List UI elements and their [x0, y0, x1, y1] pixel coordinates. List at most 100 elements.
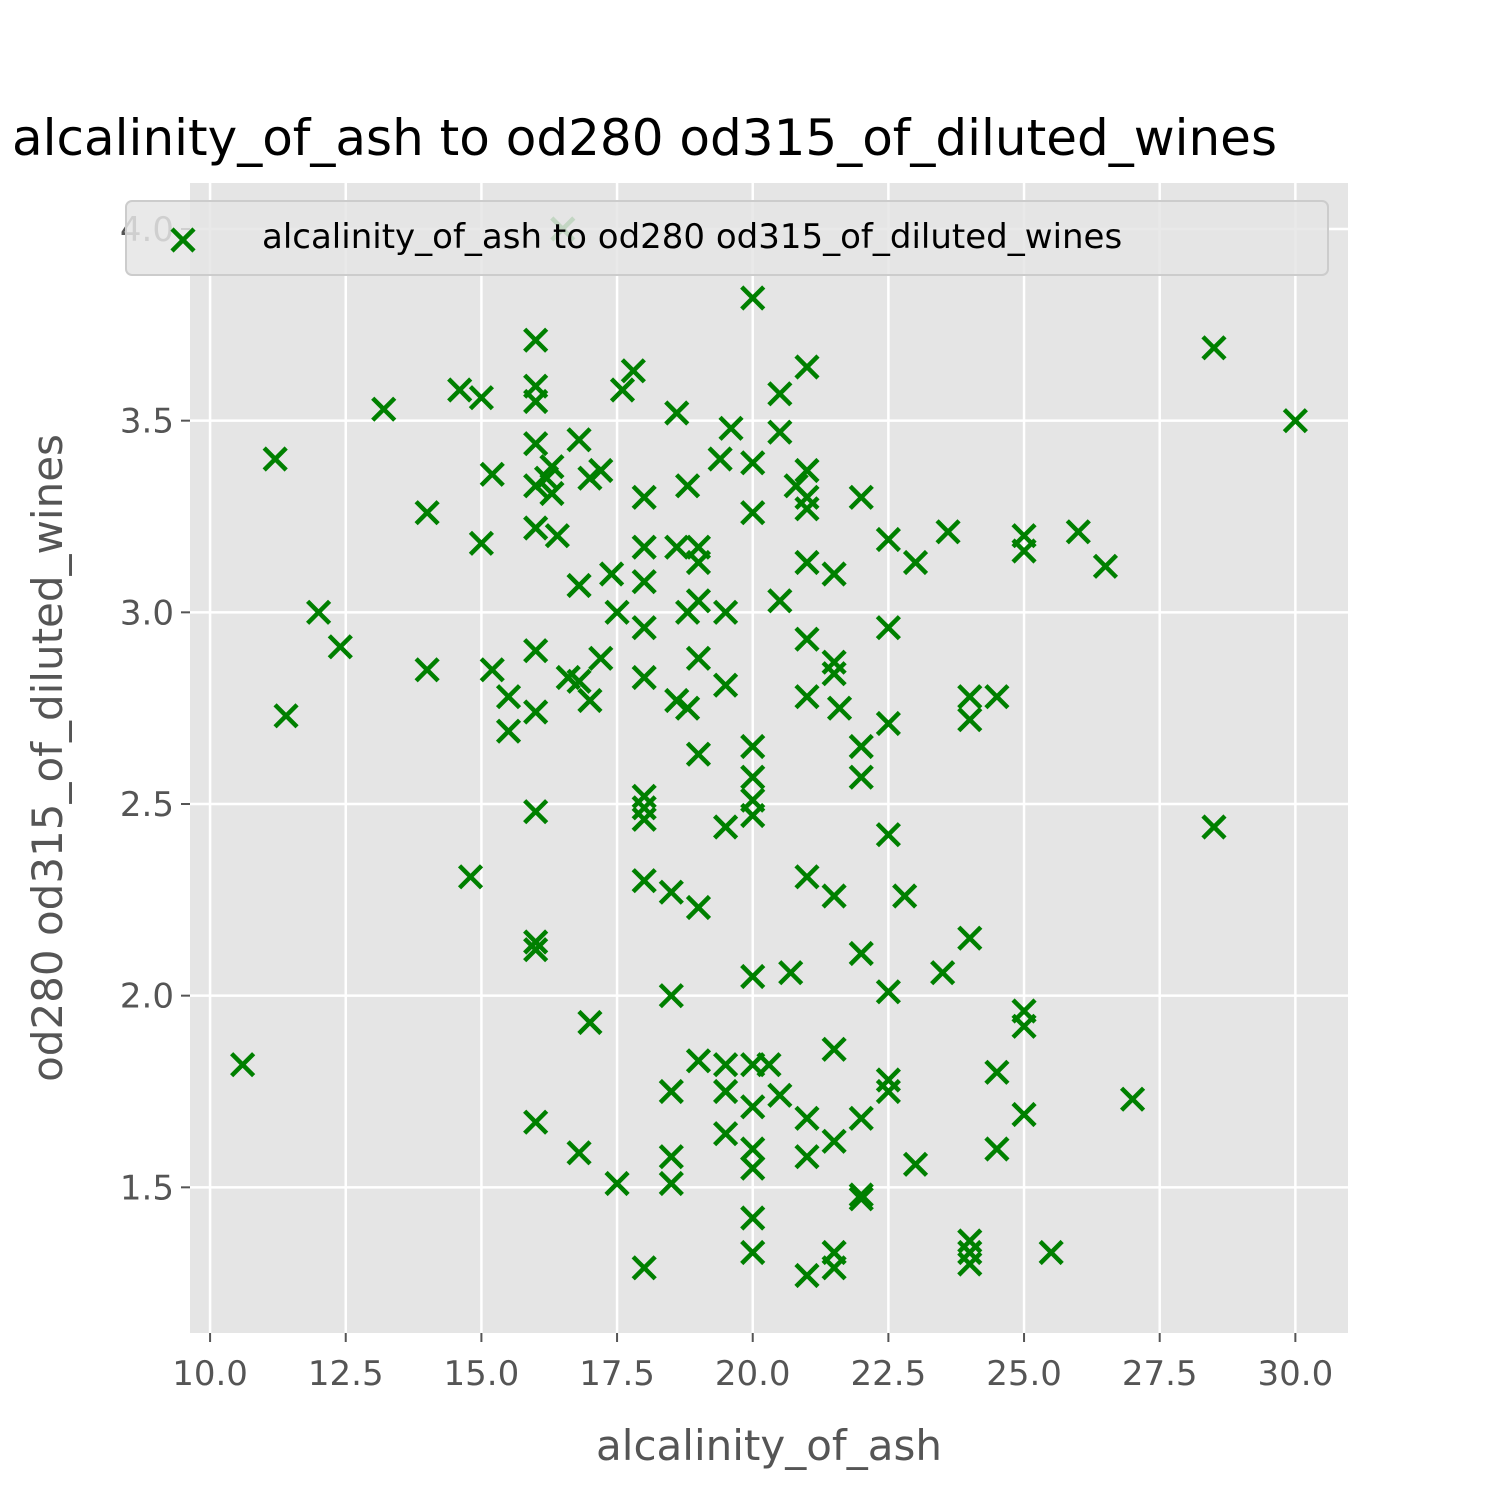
data-point: [468, 385, 494, 411]
data-point: [740, 1155, 766, 1181]
x-tick-label: 10.0: [172, 1354, 248, 1394]
data-point: [533, 465, 560, 491]
data-point: [658, 879, 684, 905]
data-point: [675, 473, 701, 499]
data-point: [306, 599, 332, 625]
data-point: [712, 599, 739, 625]
data-point: [495, 684, 522, 710]
data-point: [1201, 335, 1227, 361]
data-point: [712, 814, 739, 840]
data-point: [821, 883, 847, 909]
data-point: [767, 1082, 793, 1108]
data-point: [930, 960, 956, 986]
grid-lines: [190, 183, 1348, 1333]
data-points: [230, 216, 1308, 1289]
data-point: [609, 377, 636, 403]
data-point: [902, 549, 929, 576]
data-point: [631, 569, 657, 595]
data-point: [577, 687, 603, 714]
data-point: [957, 707, 983, 733]
data-point: [685, 588, 712, 614]
data-point: [740, 1094, 766, 1120]
data-point: [794, 1144, 820, 1170]
data-point: [631, 615, 657, 641]
data-point: [740, 285, 766, 311]
data-point: [767, 381, 793, 407]
data-point: [523, 799, 549, 825]
data-point: [767, 588, 793, 614]
data-point: [740, 764, 766, 790]
data-point: [371, 396, 397, 422]
data-point: [1011, 538, 1037, 564]
data-point: [794, 684, 820, 710]
y-tick-label: 2.5: [120, 785, 174, 825]
data-point: [566, 572, 592, 599]
data-point: [848, 484, 874, 510]
data-point: [523, 929, 549, 955]
x-tick-label: 17.5: [579, 1354, 655, 1394]
data-point: [1038, 1239, 1064, 1266]
x-tick-label: 15.0: [444, 1354, 520, 1394]
x-axis-label: alcalinity_of_ash: [596, 1421, 942, 1470]
data-point: [685, 1048, 712, 1074]
data-point: [604, 599, 630, 625]
data-point: [756, 1052, 782, 1078]
data-point: [658, 983, 684, 1009]
data-point: [821, 561, 847, 587]
x-tick-label: 12.5: [308, 1354, 384, 1394]
data-point: [821, 1255, 847, 1281]
data-point: [794, 1262, 820, 1289]
data-point: [712, 672, 739, 698]
legend: alcalinity_of_ash to od280 od315_of_dilu…: [125, 200, 1329, 276]
data-point: [447, 377, 473, 403]
data-point: [875, 822, 901, 848]
chart-title: alcalinity_of_ash to od280 od315_of_dilu…: [12, 109, 1277, 167]
data-point: [523, 699, 549, 725]
data-point: [599, 561, 625, 587]
data-point: [675, 695, 701, 721]
data-point: [957, 684, 983, 710]
data-point: [566, 1140, 592, 1166]
data-point: [479, 461, 505, 487]
data-point: [740, 1205, 766, 1231]
data-point: [468, 530, 494, 556]
data-point: [523, 431, 549, 457]
legend-box: [125, 200, 1329, 276]
data-point: [631, 484, 657, 510]
data-point: [984, 1136, 1010, 1162]
data-point: [794, 864, 820, 890]
data-point: [984, 684, 1010, 710]
data-point: [577, 465, 603, 491]
data-point: [821, 661, 847, 687]
data-point: [875, 710, 901, 737]
y-tick-label: 3.0: [120, 593, 174, 633]
data-point: [262, 446, 288, 472]
legend-marker: [170, 227, 196, 253]
y-tick-label: 3.5: [120, 402, 174, 442]
data-point: [794, 549, 820, 576]
data-point: [740, 450, 766, 476]
data-point: [544, 523, 570, 549]
legend-label: alcalinity_of_ash to od280 od315_of_dilu…: [262, 217, 1122, 257]
data-point: [718, 415, 744, 441]
data-point: [523, 388, 549, 415]
data-point: [230, 1052, 256, 1078]
data-point: [984, 1059, 1010, 1085]
data-point: [794, 354, 820, 380]
data-point: [740, 1136, 766, 1162]
data-point: [414, 500, 440, 526]
data-point: [658, 1170, 684, 1197]
data-point: [1201, 814, 1227, 840]
data-point: [848, 940, 874, 967]
data-point: [767, 419, 793, 445]
data-point: [848, 1182, 874, 1208]
data-point: [740, 1239, 766, 1266]
data-point: [712, 1078, 739, 1105]
data-point: [848, 764, 874, 790]
data-point: [414, 657, 440, 683]
data-point: [821, 1128, 847, 1154]
data-point: [658, 1078, 684, 1105]
data-point: [566, 427, 592, 453]
data-point: [778, 960, 804, 986]
plot-panel: [190, 183, 1348, 1333]
